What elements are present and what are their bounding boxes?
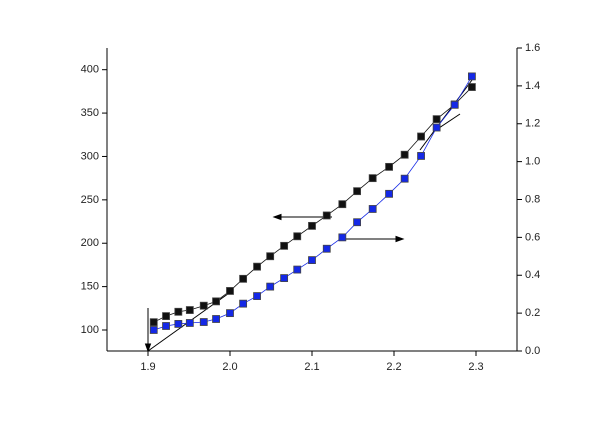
marker: [353, 218, 362, 227]
marker: [400, 150, 409, 159]
marker: [266, 252, 275, 261]
y-tick-label: 300: [81, 150, 99, 162]
marker: [212, 297, 220, 306]
marker: [239, 299, 248, 308]
y2-tick-label: 0.2: [525, 307, 540, 319]
marker: [338, 200, 347, 209]
x-tick-label: 2.1: [304, 361, 319, 373]
y2-tick-label: 0.0: [525, 345, 540, 357]
marker: [212, 315, 220, 323]
marker: [308, 221, 316, 230]
marker: [368, 205, 377, 213]
guide-line: [419, 79, 473, 151]
marker: [162, 312, 170, 321]
marker: [185, 319, 194, 327]
y2-tick-label: 1.4: [525, 80, 540, 92]
y2-tick-label: 1.2: [525, 118, 540, 130]
marker: [293, 232, 302, 241]
marker: [385, 189, 393, 198]
x-tick-label: 1.9: [140, 361, 155, 373]
marker: [226, 287, 234, 295]
y2-tick-label: 1.6: [525, 42, 540, 54]
marker: [199, 318, 208, 326]
marker: [417, 152, 425, 160]
annotations: [144, 79, 473, 353]
marker: [162, 322, 170, 330]
marker: [149, 326, 158, 334]
marker: [432, 123, 441, 132]
y2-tick-label: 0.4: [525, 269, 540, 281]
marker: [253, 262, 261, 271]
y-tick-label: 150: [81, 281, 99, 293]
marker: [432, 115, 441, 124]
y2-tick-label: 0.8: [525, 193, 540, 205]
y-tick-label: 100: [81, 324, 99, 336]
marker: [266, 282, 275, 291]
marker: [322, 211, 331, 220]
x-tick-label: 2.0: [222, 361, 237, 373]
marker: [199, 301, 208, 310]
marker: [338, 233, 347, 242]
y-tick-label: 400: [81, 64, 99, 76]
marker: [467, 72, 476, 81]
y-tick-label: 250: [81, 194, 99, 206]
marker: [174, 307, 183, 316]
marker: [280, 274, 289, 282]
marker: [467, 83, 476, 91]
arrow-head: [272, 213, 282, 221]
marker: [368, 174, 377, 183]
marker: [185, 306, 194, 314]
x-tick-label: 2.3: [468, 361, 483, 373]
y2-tick-label: 1.0: [525, 156, 540, 168]
arrow-head: [395, 235, 405, 243]
marker: [322, 244, 331, 253]
marker: [280, 241, 289, 250]
arrow-head: [144, 343, 152, 353]
marker: [239, 274, 248, 283]
marker: [450, 100, 459, 109]
y-tick-label: 350: [81, 107, 99, 119]
marker: [293, 265, 302, 274]
y-tick-label: 200: [81, 237, 99, 249]
marker: [400, 174, 409, 183]
y2-tick-label: 0.6: [525, 231, 540, 243]
marker: [226, 309, 234, 318]
marker: [417, 132, 425, 141]
marker: [149, 318, 158, 327]
marker: [253, 292, 261, 300]
marker: [385, 162, 393, 171]
marker: [353, 187, 362, 196]
marker: [174, 320, 183, 328]
x-tick-label: 2.2: [386, 361, 401, 373]
marker: [308, 256, 316, 265]
